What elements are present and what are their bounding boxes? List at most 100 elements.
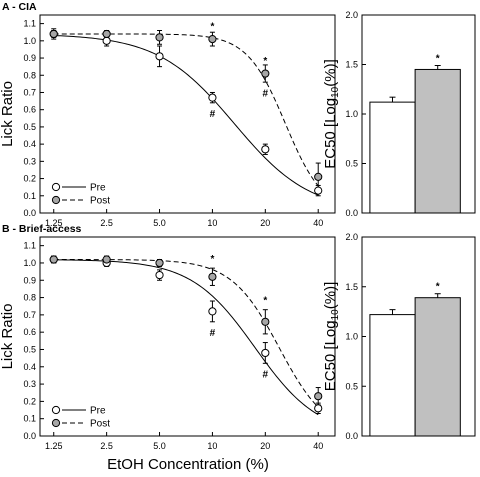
panel-a-y-tick-label: 0.4 [23,139,36,149]
panel-b-fit-post [53,259,319,408]
panel-b-bar-bar-post [414,297,461,437]
panel-a-bar-bar-post [414,68,461,214]
panel-a-y-tick-label: 0.6 [23,105,36,115]
panel-a-bar-y-axis-title: EC50 [Log10(%)] [322,59,341,169]
panel-b-point-pre [155,270,164,280]
panel-a-point-pre [102,36,111,45]
panel-a-x-tick-label: 5.0 [153,218,166,228]
panel-a-plot-frame [39,14,336,214]
panel-b-bar-significance-mark: * [436,282,440,293]
panel-a-y-tick-label: 0.9 [23,53,36,63]
panel-b-fit-pre [53,259,319,416]
panel-a-line-chart: 0.0 0.1 0.2 0.3 0.4 0.5 0.6 0.7 0.8 0.9 1.0 1.1 1.25… [0,1,336,228]
panel-b-legend-label: Pre [90,406,106,417]
panel-b-bar-y-tick-label: 0.5 [345,381,358,391]
panel-a-legend-label: Pre [90,183,106,194]
panel-a-point-post [102,29,111,39]
panel-a-y-tick-label: 0.5 [23,122,36,132]
panel-b-panel-label: B - Brief-access [2,223,82,235]
panel-a-y-tick-label: 0.8 [23,70,36,80]
panel-a-legend-label: Post [90,196,110,207]
panel-b-significance-mark: # [210,328,216,339]
panel-b-y-tick-label: 0.1 [23,414,36,424]
panel-a-bar-y-tick-label: 1.5 [345,60,358,70]
panel-b-y-tick-label: 0.7 [23,310,36,320]
panel-b-point-pre [314,404,323,413]
panel-a-bar-significance-mark: * [436,53,440,64]
panel-a-fit-pre [53,35,319,196]
panel-a-legend-marker [51,195,61,205]
panel-b-plot-frame [39,236,336,437]
panel-b-x-tick-label: 10 [207,441,217,451]
panel-a-point-post [261,69,270,78]
panel-b-x-tick-label: 1.25 [45,441,63,451]
panel-a-bar-y-tick-label: 0.5 [345,159,358,169]
panel-a-bar-y-tick-label: 1.0 [345,109,358,119]
panel-b-bar-y-tick-label: 1.0 [345,332,358,342]
panel-a-y-tick-label: 0.0 [23,208,36,218]
panel-b-bar-y-tick-label: 0.0 [345,431,358,441]
panel-a-bar-chart: 0.0 0.5 1.0 1.5 2.0 EC50 [Log10(%)] * [322,10,476,218]
panel-b-point-post [102,255,111,264]
panel-a-x-tick-label: 2.5 [100,218,113,228]
panel-b-bar-chart: 0.0 0.5 1.0 1.5 2.0 EC50 [Log10(%)] * [322,232,476,441]
panel-b-y-axis-title: Lick Ratio [0,304,16,370]
panel-b-point-post [49,255,58,264]
panel-b-bar-y-axis-title: EC50 [Log10(%)] [322,282,341,392]
panel-b-significance-mark: # [263,370,269,381]
panel-b-x-tick-label: 2.5 [100,441,113,451]
panel-b-point-post [261,317,270,326]
panel-b-bar-y-tick-label: 2.0 [345,232,358,242]
panel-a-significance-mark: # [210,109,216,120]
panel-a-y-tick-label: 0.3 [23,156,36,166]
panel-b-y-tick-label: 0.3 [23,379,36,389]
panel-a-bar-y-tick-label: 0.0 [345,208,358,218]
panel-a-x-tick-label: 10 [207,218,217,228]
panel-b-point-pre [208,307,217,316]
panel-a-point-post [208,35,217,44]
panel-a-point-pre [314,186,323,195]
panel-a-y-tick-label: 1.0 [23,36,36,46]
panel-b-y-tick-label: 0.0 [23,431,36,441]
panel-b-x-tick-label: 5.0 [153,441,166,451]
panel-b-point-post [314,392,323,401]
panel-b-y-tick-label: 1.0 [23,258,36,268]
panel-b-y-tick-label: 0.9 [23,275,36,285]
panel-a-bar-y-tick-label: 2.0 [345,10,358,20]
panel-b-point-post [208,272,217,281]
panel-a-bar-bar-pre [369,101,416,214]
panel-b-point-pre [261,348,270,358]
panel-a-point-pre [155,52,164,61]
panel-b-y-tick-label: 0.2 [23,396,36,406]
panel-b-x-tick-label: 40 [313,441,323,451]
panel-a-significance-mark: * [263,56,267,67]
panel-b-y-tick-label: 0.8 [23,293,36,303]
panel-b-x-tick-label: 20 [260,441,270,451]
panel-b-significance-mark: * [210,254,214,265]
panel-a-point-post [155,33,164,42]
panel-b-bar-bar-pre [369,314,416,437]
panel-a-panel-label: A - CIA [2,1,37,13]
panel-b-y-tick-label: 0.5 [23,344,36,354]
panel-a-legend-marker [51,182,61,192]
panel-a-significance-mark: * [210,21,214,32]
panel-b-y-tick-label: 0.6 [23,327,36,337]
panel-b-point-post [155,258,164,268]
panel-b-legend-label: Post [90,419,110,430]
panel-a-point-post [49,29,58,39]
panel-a-significance-mark: # [263,88,269,99]
panel-a-x-tick-label: 40 [313,218,323,228]
panel-a-point-pre [208,93,217,102]
panel-a-y-axis-title: Lick Ratio [0,81,16,147]
panel-a-fit-post [53,33,319,187]
panel-a-y-tick-label: 0.1 [23,191,36,201]
panel-a-y-tick-label: 1.1 [23,19,36,29]
panel-a-point-pre [261,145,270,154]
panel-b-y-tick-label: 0.4 [23,362,36,372]
panel-b-legend-marker [51,418,61,428]
panel-a-x-tick-label: 1.25 [45,218,63,228]
panel-a-point-post [314,172,323,181]
panel-b-y-tick-label: 1.1 [23,241,36,251]
